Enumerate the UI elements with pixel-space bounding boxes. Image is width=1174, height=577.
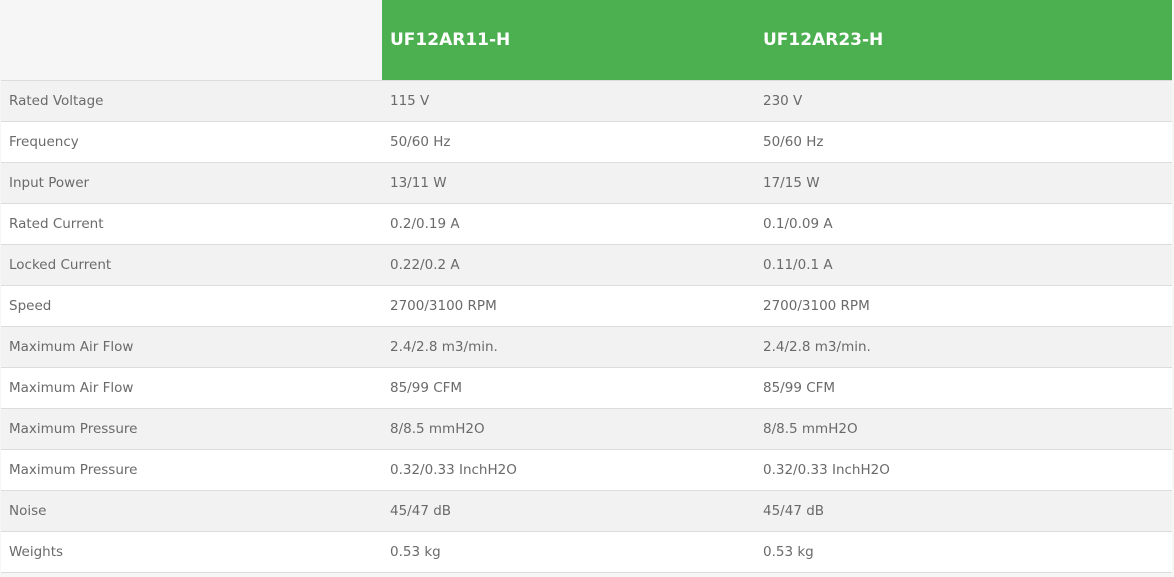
header-row: UF12AR11-H UF12AR23-H [1,0,1172,81]
spec-value-model-1: 50/60 Hz [382,121,755,163]
spec-value-model-2: 2.4/2.8 m3/min. [755,326,1172,368]
table-row: Maximum Pressure 8/8.5 mmH2O 8/8.5 mmH2O [1,408,1172,450]
spec-value-model-2: 0.32/0.33 InchH2O [755,449,1172,491]
spec-label: Maximum Air Flow [1,326,382,368]
table-row: Maximum Pressure 0.32/0.33 InchH2O 0.32/0.… [1,449,1172,491]
header-blank-cell [1,0,382,81]
spec-value-model-1: 0.32/0.33 InchH2O [382,449,755,491]
spec-value-model-2: 17/15 W [755,162,1172,204]
table-row: Maximum Air Flow 85/99 CFM 85/99 CFM [1,367,1172,409]
spec-label: Maximum Pressure [1,449,382,491]
table-row: Speed 2700/3100 RPM 2700/3100 RPM [1,285,1172,327]
table-row: Noise 45/47 dB 45/47 dB [1,490,1172,532]
table-row: Input Power 13/11 W 17/15 W [1,162,1172,204]
model-header-1: UF12AR11-H [382,0,755,81]
spec-label: Rated Current [1,203,382,245]
spec-label: Frequency [1,121,382,163]
table-row: Rated Voltage 115 V 230 V [1,80,1172,122]
table-row: Frequency 50/60 Hz 50/60 Hz [1,121,1172,163]
spec-value-model-1: 45/47 dB [382,490,755,532]
spec-value-model-1: 0.53 kg [382,531,755,573]
spec-label: Weights [1,531,382,573]
spec-rows: Rated Voltage 115 V 230 V Frequency 50/60 Hz… [1,80,1172,573]
spec-value-model-2: 0.11/0.1 A [755,244,1172,286]
table-row: Rated Current 0.2/0.19 A 0.1/0.09 A [1,203,1172,245]
spec-value-model-2: 230 V [755,80,1172,122]
table-row: Maximum Air Flow 2.4/2.8 m3/min. 2.4/2.8 m… [1,326,1172,368]
spec-value-model-2: 0.53 kg [755,531,1172,573]
spec-label: Noise [1,490,382,532]
table-row: Weights 0.53 kg 0.53 kg [1,531,1172,573]
spec-value-model-2: 0.1/0.09 A [755,203,1172,245]
model-header-2: UF12AR23-H [755,0,1172,81]
spec-value-model-2: 45/47 dB [755,490,1172,532]
spec-label: Speed [1,285,382,327]
spec-label: Maximum Pressure [1,408,382,450]
table-row: Locked Current 0.22/0.2 A 0.11/0.1 A [1,244,1172,286]
spec-value-model-2: 8/8.5 mmH2O [755,408,1172,450]
spec-value-model-1: 2.4/2.8 m3/min. [382,326,755,368]
spec-value-model-1: 13/11 W [382,162,755,204]
spec-value-model-1: 0.22/0.2 A [382,244,755,286]
spec-label: Maximum Air Flow [1,367,382,409]
spec-label: Input Power [1,162,382,204]
spec-value-model-1: 85/99 CFM [382,367,755,409]
spec-value-model-1: 0.2/0.19 A [382,203,755,245]
spec-value-model-2: 2700/3100 RPM [755,285,1172,327]
spec-label: Locked Current [1,244,382,286]
spec-value-model-1: 8/8.5 mmH2O [382,408,755,450]
spec-value-model-1: 115 V [382,80,755,122]
spec-value-model-2: 50/60 Hz [755,121,1172,163]
spec-label: Rated Voltage [1,80,382,122]
spec-value-model-1: 2700/3100 RPM [382,285,755,327]
spec-value-model-2: 85/99 CFM [755,367,1172,409]
